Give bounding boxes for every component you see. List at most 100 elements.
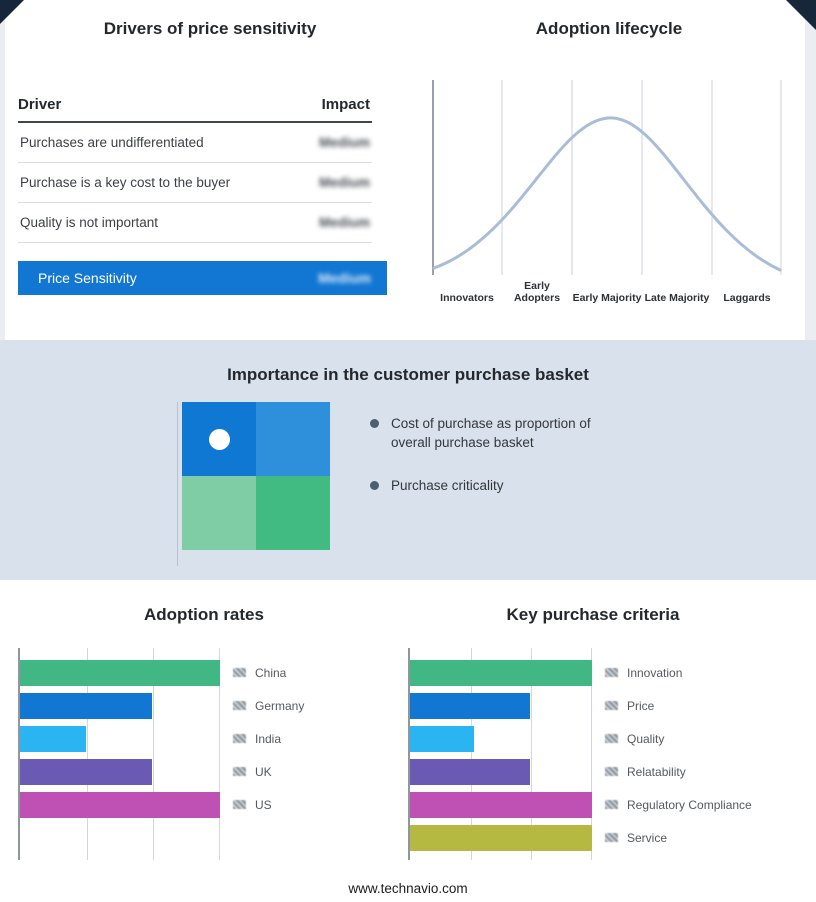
driver-row: Purchases are undifferentiated Medium (18, 123, 372, 163)
legend-item: India (233, 722, 304, 755)
bars (410, 656, 592, 854)
lifecycle-stages: Innovators Early Adopters Early Majority La… (432, 277, 782, 305)
legend-label: China (255, 665, 287, 680)
legend-item: Price (605, 689, 752, 722)
lifecycle-panel: Adoption lifecycle Innovators Early Adopt… (402, 0, 816, 340)
quadrant-dot (209, 429, 230, 450)
bar-row (410, 722, 592, 755)
legend-label: UK (255, 764, 272, 779)
key-purchase-criteria-panel: Key purchase criteria Innovation Price Qua… (408, 604, 816, 902)
quadrant-cell-top-right (256, 402, 330, 476)
adoption-rates-title: Adoption rates (144, 605, 264, 624)
price-sensitivity-value: Medium (318, 270, 371, 286)
driver-column-header: Driver (18, 96, 62, 113)
legend-marker-icon (233, 767, 246, 776)
legend-marker-icon (605, 734, 618, 743)
drivers-table: Driver Impact Purchases are undifferenti… (18, 90, 372, 243)
plot-area (408, 648, 592, 860)
price-sensitivity-row: Price Sensitivity Medium (18, 261, 387, 295)
quadrant-cell-bottom-left (182, 476, 256, 550)
bar-germany (20, 692, 152, 719)
drivers-panel: Drivers of price sensitivity Driver Impa… (0, 0, 402, 340)
stage-label: Early Adopters (513, 279, 561, 305)
stage-label: Early Majority (572, 292, 642, 305)
stage-label: Laggards (723, 292, 771, 305)
drivers-title: Drivers of price sensitivity (103, 19, 317, 38)
legend-marker-icon (605, 668, 618, 677)
drivers-table-header: Driver Impact (18, 90, 372, 123)
lifecycle-curve-svg (432, 80, 782, 275)
bullet-icon (370, 481, 379, 491)
legend-label: Service (627, 830, 668, 845)
gridline (591, 648, 592, 860)
gridline (86, 648, 88, 860)
bar-row (410, 821, 592, 854)
adoption-rates-panel: Adoption rates China Germany India UK US (0, 604, 408, 902)
key-purchase-criteria-chart: Innovation Price Quality Relatability Regula… (408, 648, 816, 860)
legend-item: UK (233, 755, 304, 788)
legend-label: Price (627, 698, 655, 713)
gridline (531, 648, 533, 860)
bar-india (20, 725, 86, 752)
bar-row (20, 689, 220, 722)
bullet-text: Cost of purchase as proportion of overal… (391, 416, 591, 451)
drivers-rows: Purchases are undifferentiated Medium Purc… (18, 123, 372, 243)
legend-item: Innovation (605, 656, 752, 689)
bullet-icon (370, 419, 379, 428)
gridline (219, 648, 220, 860)
bullet-item: Cost of purchase as proportion of overal… (370, 414, 631, 452)
legend-marker-icon (605, 833, 618, 842)
legend: China Germany India UK US (233, 648, 304, 860)
legend-marker-icon (605, 701, 618, 710)
legend-label: Quality (627, 731, 665, 746)
impact-value: Medium (318, 175, 370, 190)
corner-accent-top-left (0, 0, 24, 24)
lifecycle-chart: Innovators Early Adopters Early Majority La… (432, 80, 782, 305)
legend-marker-icon (233, 668, 246, 677)
lifecycle-title: Adoption lifecycle (535, 19, 683, 38)
basket-bullets: Cost of purchase as proportion of overal… (370, 402, 631, 550)
bar-row (20, 755, 220, 788)
gridline (153, 648, 155, 860)
legend-item: Quality (605, 722, 752, 755)
impact-column-header: Impact (321, 96, 370, 113)
bar-relatability (410, 758, 531, 785)
legend-marker-icon (605, 800, 618, 809)
left-edge-gutter (0, 0, 5, 340)
legend-marker-icon (233, 701, 246, 710)
quadrant-graphic (177, 402, 330, 566)
legend-label: Regulatory Compliance (627, 797, 752, 812)
legend-label: US (255, 797, 272, 812)
bullet-text: Purchase criticality (391, 478, 504, 494)
bar-regulatory-compliance (410, 791, 592, 818)
legend: Innovation Price Quality Relatability Regula… (605, 648, 752, 860)
legend-marker-icon (605, 767, 618, 776)
bar-row (410, 788, 592, 821)
legend-label: Germany (255, 698, 305, 713)
adoption-rates-chart: China Germany India UK US (18, 648, 408, 860)
legend-label: Innovation (627, 665, 683, 680)
corner-accent-top-right (786, 0, 816, 30)
bar-innovation (410, 659, 592, 686)
bar-price (410, 692, 531, 719)
impact-value: Medium (318, 215, 370, 230)
stage-label: Late Majority (644, 292, 710, 305)
driver-name: Purchases are undifferentiated (20, 135, 204, 150)
legend-marker-icon (233, 734, 246, 743)
bar-row (20, 656, 220, 689)
quadrant-cell-bottom-right (256, 476, 330, 550)
purchase-basket-section: Importance in the customer purchase bask… (0, 340, 816, 580)
top-section: Drivers of price sensitivity Driver Impa… (0, 0, 816, 340)
bar-uk (20, 758, 152, 785)
legend-item: US (233, 788, 304, 821)
bottom-section: Adoption rates China Germany India UK US Key… (0, 580, 816, 902)
key-purchase-criteria-title: Key purchase criteria (506, 605, 680, 624)
website-footer: www.technavio.com (348, 881, 468, 896)
bar-us (20, 791, 220, 818)
price-sensitivity-label: Price Sensitivity (38, 270, 137, 286)
bars (20, 656, 220, 821)
driver-row: Purchase is a key cost to the buyer Mediu… (18, 163, 372, 203)
stage-label: Innovators (440, 292, 494, 305)
bar-service (410, 824, 592, 851)
